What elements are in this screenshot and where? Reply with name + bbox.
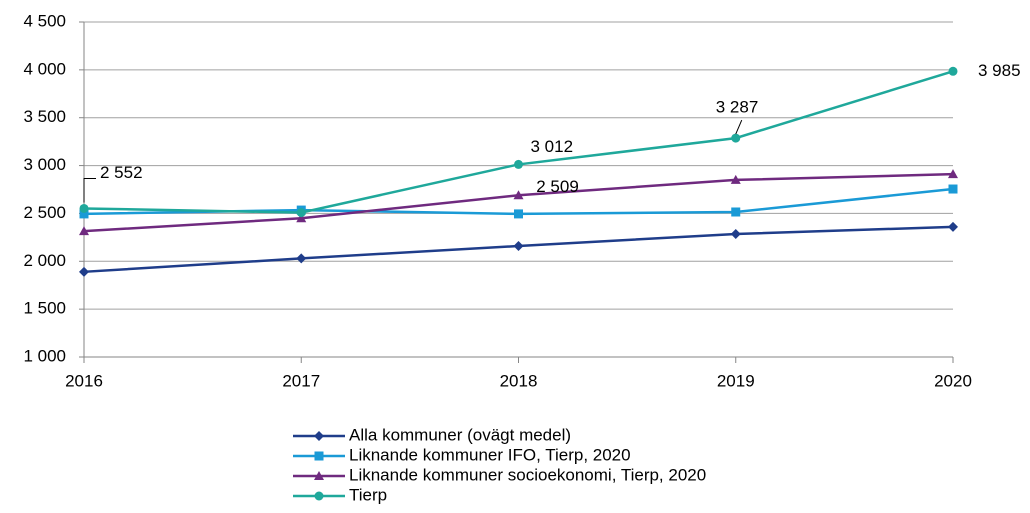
y-tick-label: 1 500 [23,299,66,318]
data-point [948,221,958,232]
x-tick-label: 2018 [500,371,538,390]
data-point [79,209,89,219]
data-point [514,209,523,219]
data-point [948,66,958,76]
y-tick-label: 1 000 [23,346,66,365]
data-point [296,213,307,223]
x-tick-label: 2020 [934,371,972,390]
data-label: 3 012 [531,137,574,156]
y-tick-label: 3 500 [23,107,66,126]
data-point [296,208,306,218]
y-tick-label: 3 000 [23,155,66,174]
x-tick-label: 2016 [65,371,103,390]
data-label: 2 509 [536,177,579,196]
y-tick-label: 2 500 [23,203,66,222]
y-tick-label: 4 500 [23,11,66,30]
data-point [948,169,958,179]
data-label: 2 552 [100,163,143,182]
data-point [513,240,524,251]
data-point [730,174,741,184]
legend-label: Tierp [349,485,387,504]
data-label: 3 985 [978,61,1021,80]
data-point [514,159,523,169]
x-tick-label: 2017 [282,371,320,390]
legend-label: Liknande kommuner socioekonomi, Tierp, 2… [349,465,706,484]
y-tick-label: 2 000 [23,251,66,270]
legend-marker [314,431,324,441]
legend-marker [314,471,324,480]
data-point [79,226,89,236]
data-point [731,133,741,143]
x-tick-label: 2019 [717,371,755,390]
data-point [296,253,307,264]
data-point [79,203,89,213]
y-tick-label: 4 000 [23,59,66,78]
data-label: 3 287 [716,98,759,117]
data-point [513,190,524,200]
data-point [730,229,741,240]
legend-label: Liknande kommuner IFO, Tierp, 2020 [349,445,631,464]
legend-marker [314,491,324,501]
leader-line [735,119,743,135]
data-point [79,266,89,277]
legend-label: Alla kommuner (ovägt medel) [349,425,571,444]
leader-line [83,177,96,203]
legend-marker [314,451,324,461]
data-point [731,207,741,217]
data-point [948,184,958,194]
